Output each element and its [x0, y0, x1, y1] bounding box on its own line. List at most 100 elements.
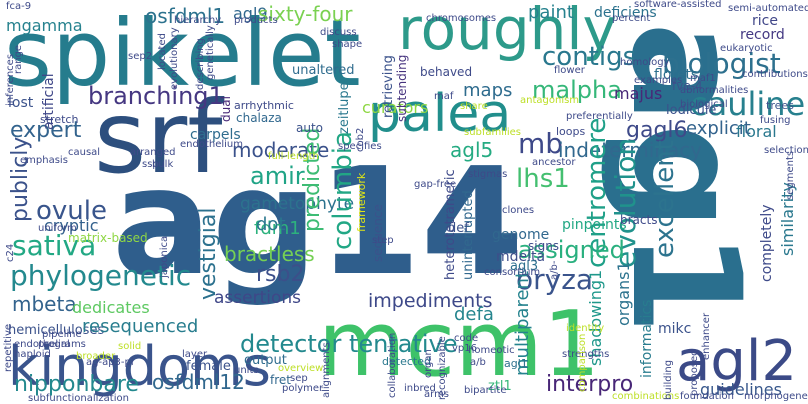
word: osfdml12: [152, 370, 245, 394]
word: percent: [612, 13, 651, 24]
word: clones: [502, 205, 535, 216]
word: shape: [332, 39, 363, 50]
word: eukaryotic: [720, 43, 773, 54]
word: fret: [270, 373, 291, 387]
word: emphasis: [20, 155, 68, 166]
word: ztl1: [488, 379, 512, 394]
word: alignments: [321, 342, 332, 398]
word: interpro: [546, 372, 634, 397]
word: flower: [554, 65, 585, 76]
word: specifies: [338, 141, 382, 152]
word: genome: [492, 227, 550, 243]
word: foundation: [680, 391, 734, 402]
word: florets: [654, 67, 699, 83]
word: loops: [556, 125, 586, 138]
word: spikelet: [4, 0, 361, 107]
word: agl9: [233, 4, 268, 23]
word: srf: [94, 79, 223, 196]
word: morphogenesis: [744, 391, 808, 402]
word: ag14: [112, 136, 524, 308]
word: oryza: [516, 263, 594, 296]
word: auto: [296, 121, 324, 135]
word: amir: [250, 162, 305, 190]
word: haploid: [14, 349, 51, 360]
word: fve-4: [672, 79, 703, 93]
word: programs: [38, 339, 86, 350]
word: mcm1: [318, 292, 601, 397]
word: maf1: [690, 73, 716, 84]
word: lost: [8, 95, 34, 111]
word: agl5: [450, 138, 494, 162]
word: gagl6: [626, 118, 688, 143]
word: strengths: [562, 349, 610, 360]
word: rsb2: [256, 262, 305, 287]
word: range: [13, 44, 24, 74]
word: gap-free: [414, 179, 457, 190]
word: retrieving: [381, 55, 396, 118]
word: layer: [182, 349, 208, 360]
word: maf: [434, 91, 454, 102]
word: majus: [614, 84, 663, 103]
word: step: [372, 235, 394, 246]
word: causal: [68, 147, 101, 158]
word: comparison: [577, 333, 588, 392]
word: stretch: [40, 113, 79, 126]
word: software-assisted: [634, 0, 722, 10]
word: products: [234, 15, 278, 26]
word: inbred: [404, 383, 436, 394]
word: evolutionary: [169, 27, 180, 90]
word: pinpoints: [562, 217, 627, 233]
word: detected: [382, 355, 431, 368]
word: cryptic: [44, 216, 99, 235]
word: broader: [76, 351, 116, 362]
word: enhancer: [701, 312, 712, 360]
word: arranged: [130, 147, 176, 158]
word: dual: [219, 96, 233, 122]
word: organs1: [614, 261, 633, 326]
word: mdelta: [496, 249, 546, 265]
word: agl2: [676, 329, 798, 394]
word: building: [663, 359, 674, 400]
word: osfdml1: [145, 4, 226, 28]
word: abnormalities: [680, 85, 749, 96]
word: detector tentative: [240, 330, 458, 358]
word: consortium: [484, 267, 541, 278]
word: bipartite: [464, 385, 507, 396]
word: floral: [736, 122, 777, 141]
word: uniform: [38, 223, 77, 234]
word: pipeline: [42, 329, 82, 340]
word: vestigial: [196, 207, 221, 300]
word: palea: [368, 84, 512, 144]
word: fca-9: [6, 1, 32, 12]
word: publicly: [8, 136, 33, 222]
word: examples: [634, 75, 683, 86]
word: moderate: [232, 138, 330, 162]
word: subtending: [395, 54, 409, 122]
word: hemicelluloses: [8, 323, 105, 338]
word: located: [157, 33, 168, 70]
word: nipponbare: [14, 372, 139, 397]
word: bulk: [152, 159, 174, 170]
word: behaved: [420, 65, 473, 79]
word: explicit: [686, 118, 751, 139]
word: record: [740, 27, 785, 43]
word: semi-automated: [728, 3, 808, 14]
word: carpels: [190, 127, 241, 143]
word: resequenced: [82, 316, 199, 337]
word: ovule: [36, 196, 107, 226]
word: stigmas: [468, 169, 508, 180]
word: contributions: [742, 69, 808, 80]
word: fusing: [760, 115, 791, 126]
word: chromosomes: [426, 13, 497, 24]
word: lodicule: [666, 103, 717, 118]
word: c24: [5, 243, 16, 262]
word: proposed: [689, 349, 700, 396]
word: guidelines: [700, 380, 782, 399]
word: collaboration: [387, 332, 398, 398]
word: unaltered: [292, 63, 355, 78]
word: agl3: [510, 259, 539, 274]
word: defa: [454, 304, 494, 325]
word: framework: [355, 172, 368, 232]
word: solid: [118, 341, 142, 352]
